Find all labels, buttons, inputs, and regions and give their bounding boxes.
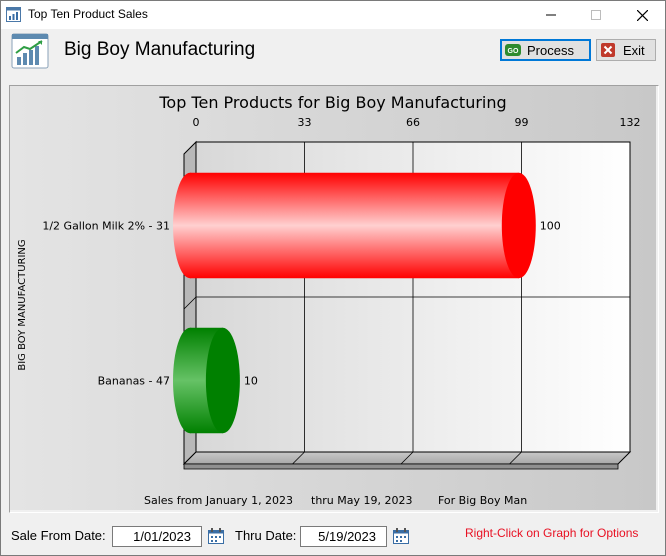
plot-floor-edge [183, 463, 619, 470]
sale-from-date-input[interactable]: 1/01/2023 [112, 526, 202, 547]
footer-from: Sales from January 1, 2023 [144, 494, 293, 507]
chart-title: Top Ten Products for Big Boy Manufacturi… [158, 93, 506, 112]
bar-end-cap [501, 172, 536, 279]
x-tick-label: 66 [406, 116, 420, 129]
bar-body [190, 172, 519, 279]
bar-value-label: 10 [244, 375, 258, 388]
sale-from-label: Sale From Date: [11, 528, 106, 543]
close-icon [636, 9, 648, 21]
bar-value-label: 100 [540, 220, 561, 233]
x-tick-label: 132 [620, 116, 641, 129]
chart-growth-icon [11, 33, 49, 69]
window-title: Top Ten Product Sales [28, 7, 148, 21]
y-axis-label: BIG BOY MANUFACTURING [17, 239, 28, 370]
svg-text:GO: GO [508, 48, 519, 55]
x-gridline-floor [400, 451, 414, 465]
bar-end-cap [205, 327, 240, 434]
title-bar[interactable]: Top Ten Product Sales [1, 1, 665, 29]
minimize-icon [546, 14, 556, 16]
footer-for: For Big Boy Man [438, 494, 527, 507]
calendar-icon[interactable] [208, 528, 224, 544]
x-gridline-floor [292, 451, 305, 465]
exit-label: Exit [623, 42, 645, 58]
category-label: 1/2 Gallon Milk 2% - 31 [42, 220, 170, 233]
thru-date-label: Thru Date: [235, 528, 297, 543]
bar-start-cap [173, 327, 207, 434]
go-icon: GO [505, 44, 521, 56]
thru-date-input[interactable]: 5/19/2023 [300, 526, 387, 547]
process-label: Process [527, 42, 574, 58]
close-button[interactable] [619, 1, 665, 29]
maximize-icon [591, 10, 601, 20]
x-tick-label: 33 [298, 116, 312, 129]
company-name: Big Boy Manufacturing [64, 39, 256, 60]
maximize-button[interactable] [573, 1, 619, 29]
x-tick-label: 99 [515, 116, 529, 129]
process-button[interactable]: GO Process [500, 39, 591, 61]
x-tick-label: 0 [193, 116, 200, 129]
app-chart-icon [6, 7, 21, 22]
exit-button[interactable]: Exit [596, 39, 656, 61]
graph-options-hint: Right-Click on Graph for Options [465, 526, 639, 540]
x-gridline-floor [509, 451, 522, 465]
bar-start-cap [173, 172, 207, 279]
close-box-icon [601, 43, 615, 57]
calendar-icon[interactable] [393, 528, 409, 544]
bar-chart[interactable]: Top Ten Products for Big Boy Manufacturi… [10, 86, 656, 510]
category-label: Bananas - 47 [98, 375, 170, 388]
footer-thru: thru May 19, 2023 [311, 494, 413, 507]
y-gridline-side [183, 296, 197, 310]
minimize-button[interactable] [528, 1, 574, 29]
chart-panel[interactable]: Top Ten Products for Big Boy Manufacturi… [9, 85, 659, 513]
